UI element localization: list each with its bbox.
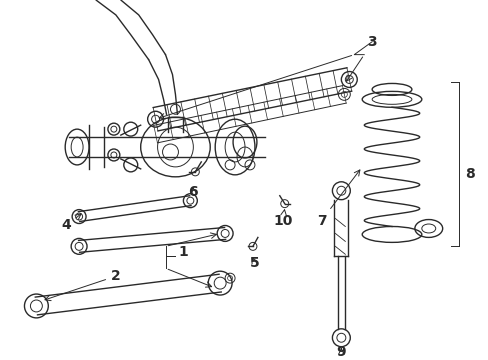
Text: 1: 1	[178, 245, 188, 259]
Text: 10: 10	[272, 210, 292, 228]
Text: 7: 7	[316, 170, 359, 228]
Text: 6: 6	[188, 185, 198, 199]
Text: 2: 2	[45, 269, 121, 301]
Text: 3: 3	[366, 35, 376, 49]
Text: 4: 4	[61, 214, 81, 233]
Text: 9: 9	[336, 345, 346, 359]
Text: 5: 5	[249, 256, 259, 270]
Text: 8: 8	[465, 167, 474, 181]
